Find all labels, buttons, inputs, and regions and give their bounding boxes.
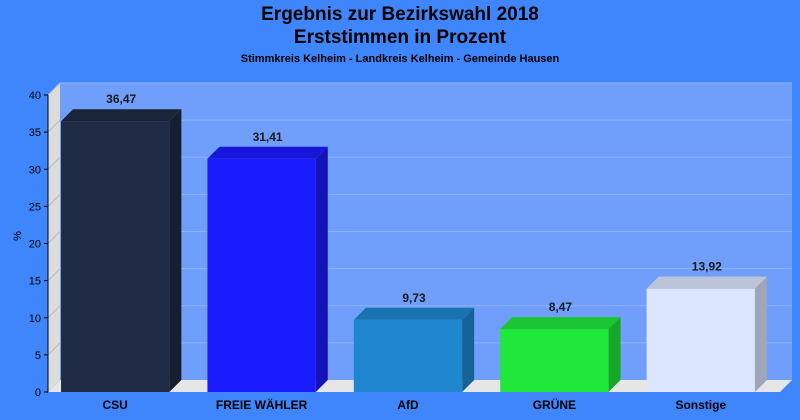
- y-tick-label: 20: [29, 239, 41, 251]
- chart-subtitle: Erststimmen in Prozent: [293, 27, 507, 48]
- chart-location: Stimmkreis Kelheim - Landkreis Kelheim -…: [240, 53, 560, 65]
- bar-sonstige: [646, 276, 767, 392]
- bar-grüne: [500, 317, 621, 392]
- grid-line-side: [47, 119, 61, 133]
- x-tick-label: FREIE WÄHLER: [216, 397, 308, 412]
- y-axis: 0 5 10 15 20 25 30 35 40: [29, 90, 49, 399]
- y-tick-label: 30: [29, 164, 41, 176]
- bar-front: [61, 121, 170, 392]
- bar-front: [646, 288, 755, 392]
- bar-afd: [353, 307, 475, 392]
- data-label: 9,73: [402, 291, 426, 305]
- data-label: 36,47: [106, 92, 136, 106]
- grid-line-side: [47, 231, 61, 244]
- grid-line-side: [47, 342, 61, 356]
- grid-lines: [47, 82, 792, 356]
- bar-side: [608, 317, 621, 392]
- grid-line-side: [47, 305, 61, 319]
- grid-line-side: [47, 156, 61, 170]
- bar-front: [353, 319, 463, 392]
- y-tick-label: 25: [29, 201, 41, 213]
- y-tick-label: 40: [29, 90, 41, 102]
- grid-line-side: [47, 82, 61, 96]
- x-tick-label: GRÜNE: [533, 397, 576, 412]
- bar-top: [500, 317, 621, 330]
- y-tick-label: 0: [35, 387, 41, 399]
- bar-top: [353, 307, 475, 320]
- y-tick-label: 35: [29, 127, 41, 139]
- bars: [61, 109, 767, 392]
- chart-title: Ergebnis zur Bezirkswahl 2018: [261, 4, 539, 25]
- x-tick-label: AfD: [397, 398, 419, 412]
- y-axis-label: %: [12, 231, 24, 241]
- bar-front: [207, 158, 316, 392]
- bar-front: [500, 329, 609, 392]
- y-tick-label: 10: [29, 313, 41, 325]
- bar-top: [646, 276, 767, 289]
- bar-side: [754, 276, 767, 392]
- bar-side: [462, 307, 475, 392]
- data-label: 8,47: [549, 300, 573, 314]
- bar-side: [169, 109, 182, 392]
- grid-line-side: [47, 194, 61, 207]
- bar-freie-wähler: [207, 146, 328, 392]
- y-tick-label: 15: [29, 276, 41, 288]
- bar-side: [315, 146, 328, 392]
- grid-line-side: [47, 268, 61, 281]
- y-tick-label: 5: [35, 350, 41, 362]
- bar-csu: [61, 109, 182, 392]
- data-label: 31,41: [253, 130, 283, 144]
- data-label: 13,92: [692, 260, 722, 274]
- x-tick-label: Sonstige: [675, 398, 726, 412]
- x-tick-label: CSU: [103, 398, 128, 412]
- labels: 36,47 CSU 31,41 FREIE WÄHLER 9,73 AfD 8,47 GRÜN…: [103, 92, 727, 412]
- bar-top: [61, 109, 182, 122]
- bar-top: [207, 146, 328, 159]
